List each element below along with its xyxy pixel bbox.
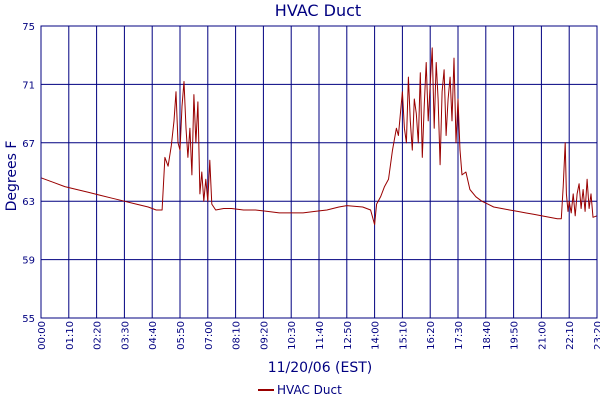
y-tick-labels: 55 59 63 67 71 75 <box>22 22 35 325</box>
y-axis-label: Degrees F <box>4 141 20 212</box>
x-tick-label: 11:40 <box>315 321 326 350</box>
y-tick-label: 71 <box>22 80 35 91</box>
series-layer <box>40 47 598 226</box>
y-tick-label: 75 <box>22 22 35 33</box>
series-line-hvac-duct <box>40 47 598 226</box>
x-tick-label: 12:50 <box>343 321 354 350</box>
x-tick-label: 22:10 <box>565 321 576 350</box>
y-tick-label: 59 <box>22 256 35 267</box>
x-tick-label: 07:00 <box>204 321 215 350</box>
legend: HVAC Duct <box>258 383 342 397</box>
x-tick-label: 02:20 <box>93 321 104 350</box>
legend-label: HVAC Duct <box>277 383 342 397</box>
x-tick-label: 05:50 <box>176 321 187 350</box>
grid <box>40 25 598 319</box>
x-tick-label: 23:20 <box>593 321 600 350</box>
x-tick-label: 18:40 <box>482 321 493 350</box>
x-tick-label: 14:00 <box>371 321 382 350</box>
x-axis-label: 11/20/06 (EST) <box>268 360 373 376</box>
x-tick-label: 01:10 <box>65 321 76 350</box>
x-tick-label: 19:50 <box>510 321 521 350</box>
x-tick-label: 10:30 <box>287 321 298 350</box>
x-tick-label: 17:30 <box>454 321 465 350</box>
x-tick-label: 16:20 <box>426 321 437 350</box>
x-tick-label: 08:10 <box>232 321 243 350</box>
plot-frame <box>40 25 598 319</box>
chart-title: HVAC Duct <box>275 1 361 20</box>
x-tick-label: 04:40 <box>148 321 159 350</box>
x-tick-label: 15:10 <box>398 321 409 350</box>
y-tick-label: 55 <box>22 314 35 325</box>
x-tick-label: 21:00 <box>537 321 548 350</box>
x-tick-label: 03:30 <box>120 321 131 350</box>
y-tick-label: 67 <box>22 139 35 150</box>
y-tick-label: 63 <box>22 197 35 208</box>
x-tick-label: 00:00 <box>37 321 48 350</box>
x-tick-label: 09:20 <box>259 321 270 350</box>
x-tick-labels: 00:00 01:10 02:20 03:30 04:40 05:50 07:00 08:10… <box>37 321 600 350</box>
